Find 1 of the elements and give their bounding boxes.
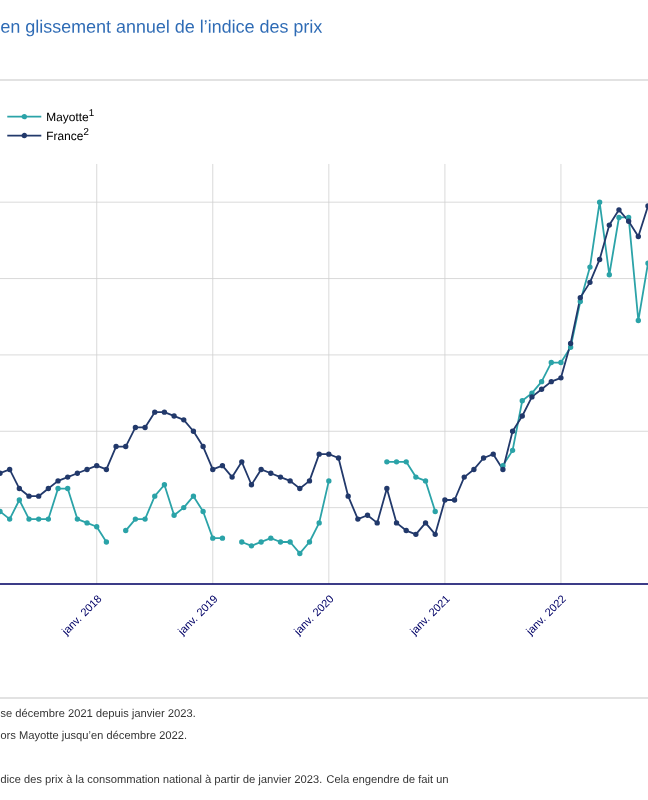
chart-title: en glissement annuel de l’indice des prix xyxy=(1,19,323,37)
